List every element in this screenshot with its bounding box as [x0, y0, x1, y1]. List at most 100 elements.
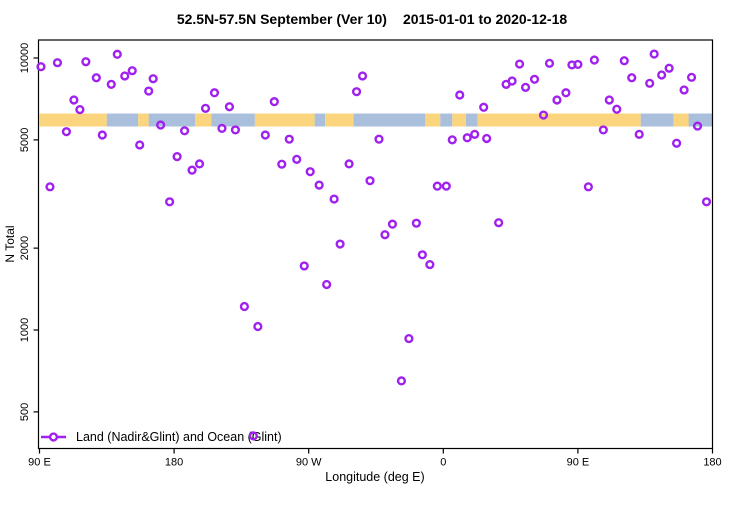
data-point — [692, 121, 703, 131]
data-point — [106, 79, 116, 89]
data-point — [61, 127, 72, 137]
ocean-segment — [106, 113, 139, 127]
data-point — [441, 181, 451, 191]
x-axis-label: Longitude (deg E) — [325, 470, 424, 484]
data-point — [269, 97, 279, 107]
data-point — [598, 125, 608, 135]
data-point — [165, 197, 175, 207]
data-point — [69, 95, 79, 105]
data-point — [455, 90, 465, 100]
data-point — [561, 88, 571, 98]
data-point — [627, 73, 637, 83]
data-point — [322, 279, 332, 290]
land-segment — [673, 113, 689, 127]
land-segment — [425, 113, 441, 127]
y-axis-label: N Total — [3, 225, 17, 262]
data-point — [544, 58, 555, 68]
data-point — [314, 180, 324, 190]
y-tick-label: 1000 — [19, 318, 31, 342]
x-axis-group: 90 E 180 90 W 0 90 E 180 — [28, 448, 722, 469]
data-points-group — [36, 49, 712, 441]
data-point — [187, 165, 197, 175]
legend-label: Land (Nadir&Glint) and Ocean (Glint) — [76, 430, 282, 444]
data-point — [417, 250, 427, 260]
data-point — [260, 130, 270, 140]
data-point — [253, 321, 263, 332]
data-point — [538, 110, 549, 120]
data-point — [425, 259, 435, 270]
x-tick-label: 90 E — [567, 457, 590, 469]
data-point — [112, 49, 122, 59]
data-point — [657, 70, 667, 80]
data-point — [573, 59, 583, 70]
land-segment — [138, 113, 149, 127]
data-point — [387, 219, 398, 229]
data-point — [649, 49, 659, 59]
land-segment — [325, 113, 354, 127]
data-point — [127, 66, 137, 76]
data-point — [612, 104, 622, 114]
data-point — [507, 76, 517, 86]
ocean-segment — [314, 113, 326, 127]
data-point — [120, 71, 130, 81]
data-point — [686, 72, 697, 82]
data-point — [482, 133, 492, 144]
data-point — [645, 78, 655, 88]
y-tick-label: 5000 — [19, 128, 31, 152]
data-point — [396, 376, 407, 386]
data-point — [329, 194, 339, 204]
data-point — [672, 138, 682, 148]
data-point — [494, 218, 504, 228]
legend-marker-icon — [48, 432, 59, 442]
x-tick-label: 0 — [440, 457, 446, 469]
y-tick-label: 10000 — [19, 43, 31, 74]
y-tick-label: 500 — [19, 403, 31, 421]
data-point — [52, 58, 63, 68]
data-point — [217, 123, 227, 134]
data-point — [97, 130, 107, 140]
data-point — [701, 197, 712, 207]
chart-title-daterange: 2015-01-01 to 2020-12-18 — [403, 11, 567, 27]
data-point — [230, 125, 241, 135]
data-point — [200, 103, 211, 113]
data-point — [81, 57, 91, 67]
data-point — [75, 105, 85, 115]
chart-title: 52.5N-57.5N September (Ver 10) 2015-01-01… — [177, 11, 568, 27]
ocean-segment — [211, 113, 255, 127]
data-point — [514, 59, 525, 69]
land-segment — [195, 113, 212, 127]
y-axis-group: 500 1000 2000 5000 10000 — [19, 43, 39, 421]
data-point — [357, 71, 368, 81]
data-point — [91, 73, 101, 83]
data-point — [583, 182, 593, 192]
data-point — [156, 120, 166, 130]
data-point — [479, 102, 489, 112]
data-point — [284, 134, 294, 144]
data-point — [144, 86, 154, 96]
data-point — [299, 261, 309, 271]
data-point — [36, 62, 46, 72]
data-point — [462, 133, 472, 143]
data-point — [679, 85, 689, 95]
data-point — [135, 140, 145, 150]
data-point — [411, 218, 421, 228]
land-segment — [452, 113, 466, 127]
data-point — [179, 126, 190, 136]
land-segment — [477, 113, 641, 127]
data-point — [552, 95, 562, 105]
data-point — [305, 167, 315, 177]
data-point — [277, 159, 287, 169]
data-point — [172, 152, 182, 162]
data-point — [344, 159, 354, 169]
ocean-segment — [465, 113, 478, 127]
data-point — [470, 129, 480, 139]
data-point — [604, 95, 614, 105]
data-point — [209, 88, 220, 98]
data-point — [335, 239, 345, 249]
data-point — [529, 74, 540, 84]
x-tick-label: 90 W — [296, 457, 322, 469]
y-tick-label: 2000 — [19, 236, 31, 260]
data-point — [634, 129, 644, 139]
